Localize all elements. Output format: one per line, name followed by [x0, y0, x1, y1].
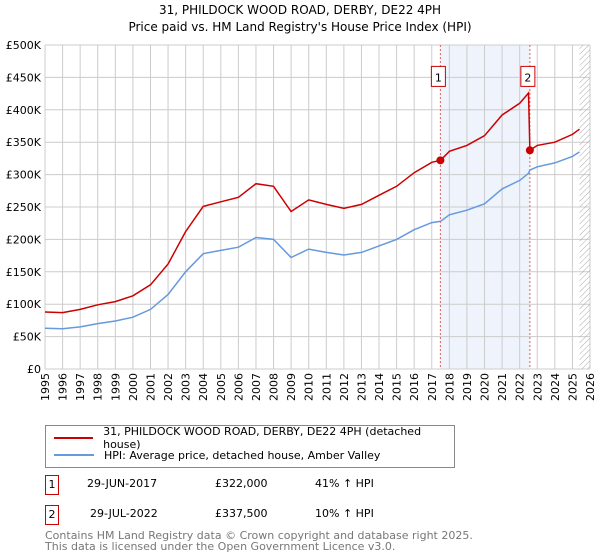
x-tick-label: 1998	[92, 373, 105, 401]
legend-swatch-red	[54, 437, 94, 439]
x-tick-label: 2004	[197, 373, 210, 401]
x-tick-label: 2024	[549, 373, 562, 401]
x-tick-label: 2026	[584, 373, 597, 401]
x-tick-label: 2005	[215, 373, 228, 401]
x-tick-label: 2025	[566, 373, 579, 401]
x-tick-label: 2021	[496, 373, 509, 401]
sale-hpi-diff: 10% ↑ HPI	[315, 507, 374, 520]
footer: Contains HM Land Registry data © Crown c…	[45, 530, 473, 552]
x-tick-label: 2001	[144, 373, 157, 401]
x-tick-label: 1997	[74, 373, 87, 401]
sale-point	[436, 156, 445, 165]
x-tick-label: 2016	[408, 373, 421, 401]
legend-label: 31, PHILDOCK WOOD ROAD, DERBY, DE22 4PH …	[103, 425, 422, 451]
footer-licence: This data is licensed under the Open Gov…	[45, 540, 396, 553]
sale-marker-badge: 2	[45, 505, 59, 525]
sale-date: 29-JUN-2017	[87, 477, 158, 490]
x-tick-label: 2002	[162, 373, 175, 401]
legend-item-hpi: HPI: Average price, detached house, Ambe…	[54, 447, 380, 463]
x-tick-label: 2017	[426, 373, 439, 401]
y-tick-label: £50K	[13, 331, 42, 344]
x-tick-label: 1995	[39, 373, 52, 401]
legend: 31, PHILDOCK WOOD ROAD, DERBY, DE22 4PH …	[45, 425, 455, 468]
series-line-hpi	[44, 151, 580, 330]
x-tick-label: 1999	[109, 373, 122, 401]
sale-badge	[430, 65, 446, 87]
x-tick-label: 2013	[355, 373, 368, 401]
x-tick-label: 2008	[268, 373, 281, 401]
sale-marker-badge: 1	[45, 475, 59, 495]
x-tick-label: 2018	[443, 373, 456, 401]
x-tick-label: 2009	[285, 373, 298, 401]
chart-title: 31, PHILDOCK WOOD ROAD, DERBY, DE22 4PH	[159, 3, 441, 17]
series-line-property	[44, 91, 580, 314]
legend-swatch-blue	[54, 454, 94, 456]
sale-price: £337,500	[215, 507, 268, 520]
x-tick-label: 2010	[303, 373, 316, 401]
forecast-hatch	[579, 45, 590, 369]
y-tick-label: £400K	[6, 104, 42, 117]
x-tick-label: 2015	[391, 373, 404, 401]
x-tick-label: 1996	[57, 373, 70, 401]
y-tick-label: £200K	[6, 233, 42, 246]
sale-date: 29-JUL-2022	[90, 507, 158, 520]
y-tick-label: £0	[27, 363, 41, 376]
sale-row-1: 1 29-JUN-2017 £322,000 41% ↑ HPI	[45, 475, 465, 495]
x-tick-label: 2012	[338, 373, 351, 401]
sale-point	[525, 146, 534, 155]
y-tick-label: £300K	[6, 169, 42, 182]
y-tick-label: £250K	[6, 201, 42, 214]
x-tick-label: 2003	[180, 373, 193, 401]
x-tick-label: 2020	[479, 373, 492, 401]
x-tick-label: 2019	[461, 373, 474, 401]
x-tick-label: 2022	[514, 373, 527, 401]
sale-badge-label: 1	[435, 71, 442, 84]
y-tick-label: £500K	[6, 39, 42, 52]
x-tick-label: 2023	[531, 373, 544, 401]
sale-badge	[520, 65, 536, 87]
sale-badge-label: 2	[524, 71, 531, 84]
y-tick-label: £450K	[6, 71, 42, 84]
x-tick-label: 2014	[373, 373, 386, 401]
x-tick-label: 2007	[250, 373, 263, 401]
y-tick-label: £350K	[6, 136, 42, 149]
sale-hpi-diff: 41% ↑ HPI	[315, 477, 374, 490]
y-tick-label: £100K	[6, 298, 42, 311]
price-chart: 31, PHILDOCK WOOD ROAD, DERBY, DE22 4PH …	[6, 3, 597, 401]
sale-row-2: 2 29-JUL-2022 £337,500 10% ↑ HPI	[45, 505, 465, 525]
x-tick-label: 2000	[127, 373, 140, 401]
chart-subtitle: Price paid vs. HM Land Registry's House …	[128, 20, 471, 34]
x-tick-label: 2011	[320, 373, 333, 401]
sale-price: £322,000	[215, 477, 268, 490]
footer-copyright: Contains HM Land Registry data © Crown c…	[45, 529, 473, 542]
y-tick-label: £150K	[6, 266, 42, 279]
legend-item-property: 31, PHILDOCK WOOD ROAD, DERBY, DE22 4PH …	[54, 425, 454, 451]
legend-label: HPI: Average price, detached house, Ambe…	[104, 448, 381, 462]
x-tick-label: 2006	[232, 373, 245, 401]
